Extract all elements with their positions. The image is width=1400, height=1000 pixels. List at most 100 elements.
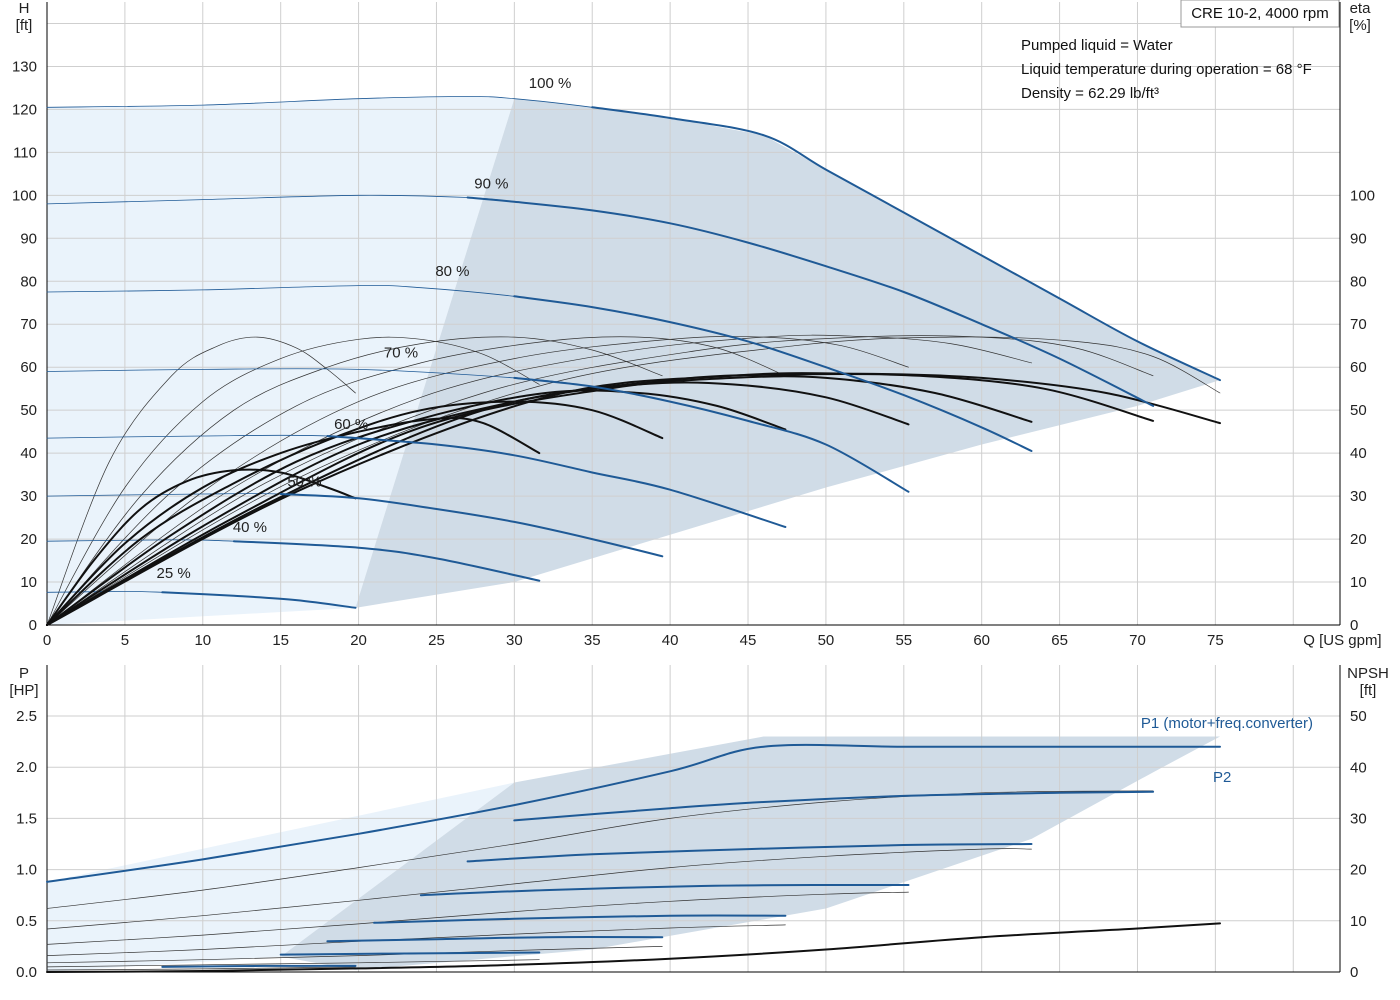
y-tick-right-bottom: 0 — [1350, 964, 1358, 981]
y-tick-right-top: 90 — [1350, 230, 1367, 247]
efficiency-thin-curve-2 — [46, 336, 663, 626]
head-curve-2 — [513, 295, 1033, 452]
head-curve-label-6: 40 % — [233, 519, 267, 536]
y-tick-left-bottom: 1.5 — [16, 810, 37, 827]
head-curve-label-1: 90 % — [474, 175, 508, 192]
p1-curve-7 — [46, 966, 356, 971]
y-tick-left-bottom: 0.5 — [16, 913, 37, 930]
p2-curve-2 — [419, 883, 910, 897]
info-line-1: Liquid temperature during operation = 68… — [1021, 61, 1312, 78]
y-tick-right-top: 30 — [1350, 488, 1367, 505]
efficiency-thin-curve-5 — [46, 334, 1032, 626]
y-tick-right-top: 10 — [1350, 574, 1367, 591]
x-tick-label: 5 — [121, 632, 129, 649]
efficiency-curve-0 — [46, 468, 357, 626]
efficiency-thin-curve-3 — [46, 336, 786, 626]
efficiency-thin-curve-4 — [46, 336, 909, 626]
head-curve-3 — [513, 376, 910, 493]
x-axis-title: Q [US gpm] — [1303, 632, 1381, 649]
efficiency-thin-curve-0 — [46, 336, 356, 626]
info-line-2: Density = 62.29 lb/ft³ — [1021, 85, 1159, 102]
y-axis-unit-left-bottom: [HP] — [9, 682, 38, 699]
efficiency-curve-7 — [46, 372, 1221, 626]
chart-title: CRE 10-2, 4000 rpm — [1191, 5, 1329, 22]
head-curve-label-7: 25 % — [156, 565, 190, 582]
x-tick-label: 15 — [272, 632, 289, 649]
y-tick-right-bottom: 30 — [1350, 811, 1367, 828]
y-tick-left-top: 60 — [20, 359, 37, 376]
y-tick-left-bottom: 0.0 — [16, 964, 37, 981]
y-axis-title-right-bottom: NPSH — [1347, 665, 1389, 682]
x-tick-label: 75 — [1207, 632, 1224, 649]
head-curve-0 — [591, 106, 1221, 382]
head-curve-6 — [232, 540, 541, 582]
p1-curve-5 — [46, 946, 663, 964]
y-axis-unit-right-bottom: [ft] — [1360, 682, 1377, 699]
y-tick-right-top: 70 — [1350, 316, 1367, 333]
x-tick-label: 10 — [194, 632, 211, 649]
y-tick-right-top: 50 — [1350, 402, 1367, 419]
p1-curve-4 — [46, 924, 786, 956]
y-tick-left-top: 80 — [20, 273, 37, 290]
y-tick-left-bottom: 2.5 — [16, 708, 37, 725]
y-tick-right-bottom: 40 — [1350, 759, 1367, 776]
head-curve-label-4: 60 % — [334, 416, 368, 433]
y-axis-unit-left-top: [ft] — [16, 17, 33, 34]
efficiency-curve-2 — [46, 400, 664, 626]
y-axis-title-left-top: H — [19, 0, 30, 17]
efficiency-curve-3 — [46, 389, 787, 626]
efficiency-thin-curve-7 — [46, 336, 1221, 626]
p2-curve-5 — [279, 951, 541, 956]
p2-curve-0 — [513, 790, 1155, 822]
x-tick-label: 50 — [818, 632, 835, 649]
title-box — [1180, 0, 1340, 28]
x-tick-label: 0 — [43, 632, 51, 649]
p2-series-label: P2 — [1213, 769, 1231, 786]
head-curve-label-2: 80 % — [435, 263, 469, 280]
y-tick-right-top: 80 — [1350, 273, 1367, 290]
x-tick-label: 25 — [428, 632, 445, 649]
p1-curve-1 — [46, 790, 1154, 909]
y-tick-right-top: 0 — [1350, 617, 1358, 634]
efficiency-thin-curve-1 — [46, 336, 540, 626]
head-curve-label-5: 50 % — [287, 474, 321, 491]
y-tick-left-top: 10 — [20, 574, 37, 591]
y-tick-left-top: 90 — [20, 230, 37, 247]
y-tick-left-top: 110 — [13, 144, 37, 161]
y-tick-left-top: 70 — [20, 316, 37, 333]
y-tick-right-bottom: 10 — [1350, 913, 1367, 930]
x-tick-label: 65 — [1051, 632, 1068, 649]
p1-curve-6 — [46, 959, 540, 968]
x-tick-label: 45 — [740, 632, 757, 649]
info-line-0: Pumped liquid = Water — [1021, 37, 1173, 54]
x-tick-label: 30 — [506, 632, 523, 649]
y-tick-left-top: 130 — [12, 58, 37, 75]
x-tick-label: 35 — [584, 632, 601, 649]
y-tick-right-top: 40 — [1350, 445, 1367, 462]
x-tick-label: 55 — [895, 632, 912, 649]
p1-series-label: P1 (motor+freq.converter) — [1141, 715, 1313, 732]
head-curve-1 — [466, 196, 1155, 407]
y-tick-right-bottom: 20 — [1350, 862, 1367, 879]
y-tick-left-bottom: 2.0 — [16, 759, 37, 776]
y-tick-right-bottom: 50 — [1350, 708, 1367, 725]
efficiency-thin-curve-6 — [46, 335, 1154, 626]
p2-curve-4 — [326, 936, 664, 943]
y-tick-left-bottom: 1.0 — [16, 862, 37, 879]
p2-curve-1 — [466, 843, 1033, 863]
p2-curve-3 — [373, 914, 787, 924]
p1-curve-3 — [46, 891, 909, 945]
head-curve-5 — [279, 493, 664, 558]
y-tick-left-top: 120 — [12, 101, 37, 118]
y-tick-right-top: 60 — [1350, 359, 1367, 376]
head-curve-label-3: 70 % — [384, 345, 418, 362]
head-curve-7 — [161, 591, 357, 609]
y-tick-left-top: 100 — [12, 187, 37, 204]
y-tick-left-top: 40 — [20, 445, 37, 462]
y-tick-right-top: 100 — [1350, 187, 1375, 204]
y-tick-left-top: 50 — [20, 402, 37, 419]
x-tick-label: 20 — [350, 632, 367, 649]
x-tick-label: 40 — [662, 632, 679, 649]
